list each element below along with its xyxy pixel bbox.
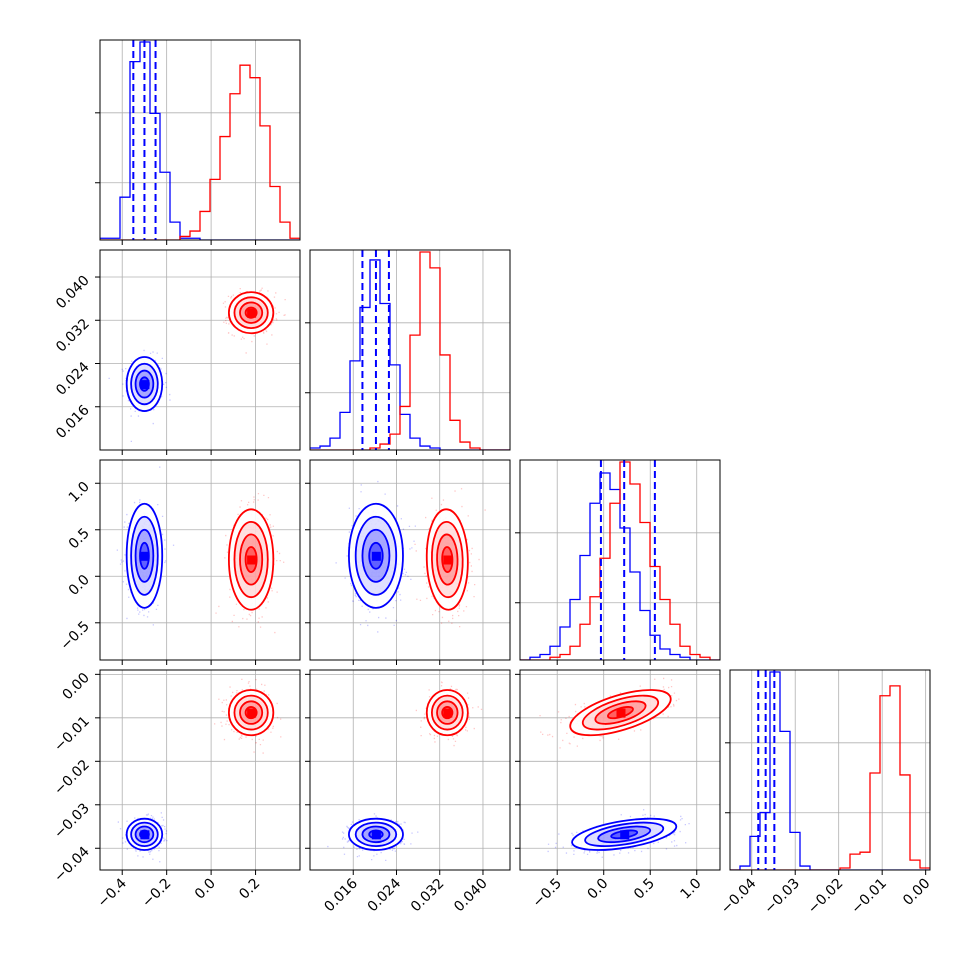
red-histogram-step (520, 461, 720, 660)
y-tick-label: −0.02 (51, 757, 93, 799)
blue-histogram-step (100, 41, 300, 240)
axes-frame (99, 39, 301, 241)
y-tick-label: −0.01 (51, 713, 93, 755)
red-peak-marker (443, 555, 453, 565)
y-tick-label: 0.040 (53, 273, 93, 313)
red-histogram-step (100, 64, 300, 240)
x-tick-label: −0.03 (761, 876, 803, 918)
red-peak-marker (247, 555, 257, 565)
blue-peak-marker (140, 380, 150, 390)
y-tick-label: 0.0 (66, 572, 93, 599)
x-tick-label: 0.0 (192, 876, 219, 903)
y-tick-label: 0.032 (53, 316, 93, 356)
x-tick-label: 1.0 (678, 876, 705, 903)
red-scatter-group (415, 681, 483, 747)
blue-peak-marker (371, 830, 381, 840)
scatter-panel-3-1: 0.016 0.024 0.032 0.040 (305, 669, 511, 916)
axes-frame (519, 459, 721, 661)
y-tick-label: −0.04 (51, 844, 93, 886)
x-tick-label: −0.02 (805, 876, 847, 918)
axes-frame (309, 249, 511, 451)
axes-frame (99, 459, 301, 661)
axes-frame (309, 459, 511, 661)
x-tick-label: 0.040 (451, 876, 491, 916)
axes-frame (99, 249, 301, 451)
histogram-panel-0-0 (95, 39, 301, 245)
y-tick-label: 1.0 (66, 479, 93, 506)
blue-scatter-group (117, 812, 168, 863)
blue-peak-marker (371, 551, 381, 561)
red-peak-marker (247, 308, 257, 318)
y-tick-label: 0.016 (53, 402, 93, 442)
blue-peak-marker (140, 830, 150, 840)
red-peak-marker (247, 708, 257, 718)
blue-histogram-step (310, 259, 510, 450)
blue-peak-marker (620, 830, 630, 840)
red-scatter-group (215, 493, 285, 634)
x-tick-label: 0.032 (408, 876, 448, 916)
y-tick-label: −0.03 (51, 800, 93, 842)
y-tick-label: 0.00 (59, 670, 92, 703)
y-tick-label: 0.5 (66, 525, 93, 552)
red-scatter-group (214, 678, 282, 754)
x-tick-label: 0.2 (236, 876, 263, 903)
scatter-panel-3-2: −0.5 0.0 0.5 1.0 (515, 669, 721, 911)
x-tick-label: 0.5 (631, 876, 658, 903)
red-histogram-step (730, 685, 930, 870)
axes-frame (99, 669, 301, 871)
red-peak-marker (443, 708, 453, 718)
x-tick-label: 0.024 (365, 875, 405, 915)
scatter-panel-2-1 (305, 459, 511, 665)
blue-scatter-group (116, 466, 175, 626)
blue-scatter-group (547, 809, 690, 858)
histogram-panel-3-3: −0.04 −0.03 −0.02 −0.01 0.00 (718, 669, 933, 918)
axes-frame (519, 669, 721, 871)
x-tick-label: −0.5 (530, 876, 565, 911)
red-scatter-group (414, 488, 486, 628)
axes-frame (729, 669, 931, 871)
blue-peak-marker (140, 551, 150, 561)
histogram-panel-1-1 (305, 249, 511, 455)
x-tick-label: −0.2 (139, 876, 174, 911)
x-tick-label: 0.016 (321, 875, 361, 915)
blue-histogram-step (730, 671, 930, 870)
scatter-panel-2-0: −0.5 0.0 0.5 1.0 (57, 459, 301, 665)
x-tick-label: −0.4 (95, 875, 130, 910)
y-tick-label: −0.5 (57, 618, 92, 653)
x-tick-label: −0.01 (848, 876, 890, 918)
x-tick-label: 0.0 (584, 876, 611, 903)
blue-histogram-step (520, 472, 720, 660)
red-histogram-step (310, 251, 510, 450)
blue-scatter-group (108, 349, 171, 442)
axes-frame (309, 669, 511, 871)
x-tick-label: 0.00 (900, 876, 933, 909)
histogram-panel-2-2 (515, 459, 721, 665)
y-tick-label: 0.024 (53, 359, 93, 399)
scatter-panel-3-0: −0.04−0.03−0.02−0.01 0.00 −0.4 −0.2 0.0 0.2 (51, 669, 301, 911)
x-tick-label: −0.04 (718, 875, 760, 917)
red-scatter-group (539, 677, 680, 749)
red-scatter-group (222, 287, 286, 354)
blue-scatter-group (327, 813, 419, 861)
red-scatter-points (415, 681, 483, 747)
red-peak-marker (616, 708, 626, 718)
blue-scatter-group (335, 480, 416, 633)
